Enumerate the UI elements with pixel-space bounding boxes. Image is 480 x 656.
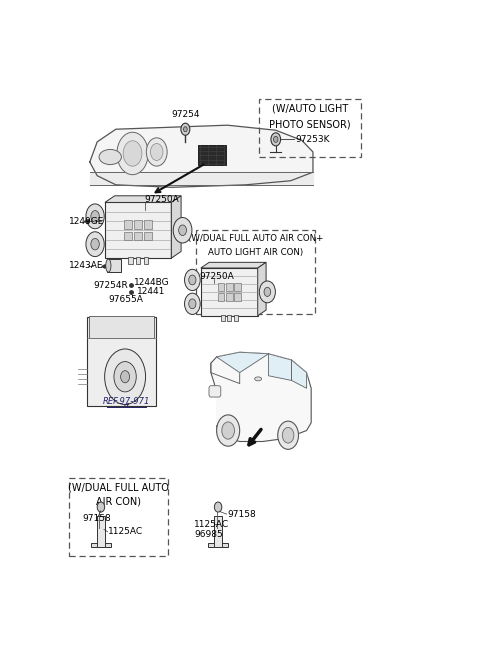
- FancyBboxPatch shape: [209, 386, 221, 397]
- FancyBboxPatch shape: [89, 316, 154, 338]
- FancyBboxPatch shape: [208, 543, 228, 548]
- Circle shape: [222, 422, 235, 439]
- Circle shape: [278, 421, 299, 449]
- Ellipse shape: [255, 377, 262, 381]
- Polygon shape: [291, 360, 307, 388]
- FancyBboxPatch shape: [97, 516, 105, 548]
- Text: 97655A: 97655A: [108, 295, 143, 304]
- Polygon shape: [216, 352, 268, 373]
- FancyBboxPatch shape: [198, 146, 226, 165]
- Text: 97254R: 97254R: [94, 281, 128, 291]
- Circle shape: [105, 349, 145, 405]
- Polygon shape: [90, 125, 313, 188]
- Circle shape: [123, 141, 142, 166]
- FancyBboxPatch shape: [215, 516, 222, 548]
- FancyBboxPatch shape: [124, 220, 132, 229]
- FancyBboxPatch shape: [217, 293, 224, 300]
- FancyBboxPatch shape: [226, 283, 233, 291]
- Circle shape: [282, 428, 294, 443]
- Text: 1243AE: 1243AE: [69, 261, 104, 270]
- FancyBboxPatch shape: [234, 293, 241, 300]
- FancyBboxPatch shape: [201, 268, 258, 316]
- FancyBboxPatch shape: [144, 257, 148, 264]
- Text: 97253K: 97253K: [296, 135, 330, 144]
- Text: 97254: 97254: [171, 110, 200, 119]
- FancyBboxPatch shape: [87, 318, 156, 406]
- Circle shape: [271, 133, 281, 146]
- Circle shape: [264, 287, 271, 297]
- Circle shape: [120, 371, 130, 383]
- FancyBboxPatch shape: [144, 220, 152, 229]
- FancyBboxPatch shape: [136, 257, 141, 264]
- Text: 1125AC: 1125AC: [194, 520, 229, 529]
- FancyBboxPatch shape: [105, 203, 171, 258]
- Text: 97250A: 97250A: [145, 195, 180, 205]
- Text: 1249GE: 1249GE: [69, 216, 105, 226]
- FancyBboxPatch shape: [124, 232, 132, 240]
- Circle shape: [86, 204, 104, 229]
- Text: PHOTO SENSOR): PHOTO SENSOR): [269, 119, 351, 129]
- Circle shape: [117, 133, 148, 174]
- Text: 96985: 96985: [194, 530, 223, 539]
- Circle shape: [259, 281, 276, 303]
- Circle shape: [179, 225, 186, 236]
- Text: (W/DUAL FULL AUTO: (W/DUAL FULL AUTO: [68, 483, 169, 493]
- FancyBboxPatch shape: [217, 283, 224, 291]
- Text: 97158: 97158: [228, 510, 256, 519]
- Circle shape: [150, 144, 163, 161]
- FancyBboxPatch shape: [226, 293, 233, 300]
- Circle shape: [91, 238, 99, 250]
- Circle shape: [215, 502, 222, 512]
- Circle shape: [181, 123, 190, 135]
- Text: 1125AC: 1125AC: [108, 527, 144, 537]
- Polygon shape: [201, 262, 266, 268]
- Circle shape: [97, 502, 105, 512]
- Text: 97250A: 97250A: [200, 272, 234, 281]
- Ellipse shape: [99, 150, 121, 165]
- FancyBboxPatch shape: [91, 543, 111, 548]
- Circle shape: [183, 127, 187, 132]
- Circle shape: [216, 415, 240, 446]
- Polygon shape: [105, 195, 181, 203]
- FancyBboxPatch shape: [128, 257, 132, 264]
- Text: REF.97-971: REF.97-971: [103, 397, 150, 406]
- Text: 12441: 12441: [137, 287, 166, 297]
- Text: AUTO LIGHT AIR CON): AUTO LIGHT AIR CON): [208, 248, 303, 257]
- Text: 97158: 97158: [83, 514, 111, 523]
- Circle shape: [184, 270, 200, 291]
- Ellipse shape: [106, 259, 111, 272]
- Circle shape: [189, 275, 196, 285]
- FancyBboxPatch shape: [227, 315, 231, 321]
- Polygon shape: [171, 195, 181, 258]
- Text: 1244BG: 1244BG: [134, 278, 170, 287]
- FancyBboxPatch shape: [107, 259, 121, 272]
- Polygon shape: [268, 354, 291, 380]
- FancyBboxPatch shape: [220, 315, 225, 321]
- FancyBboxPatch shape: [234, 315, 238, 321]
- FancyBboxPatch shape: [234, 283, 241, 291]
- Circle shape: [91, 211, 99, 222]
- Text: (W/DUAL FULL AUTO AIR CON+: (W/DUAL FULL AUTO AIR CON+: [188, 234, 323, 243]
- Text: AIR CON): AIR CON): [96, 497, 141, 507]
- FancyBboxPatch shape: [134, 232, 142, 240]
- Polygon shape: [211, 352, 311, 441]
- Circle shape: [274, 136, 278, 142]
- Circle shape: [86, 232, 104, 256]
- Polygon shape: [258, 262, 266, 316]
- Circle shape: [173, 218, 192, 243]
- Circle shape: [189, 299, 196, 309]
- Polygon shape: [90, 172, 313, 185]
- Circle shape: [146, 138, 167, 166]
- Text: (W/AUTO LIGHT: (W/AUTO LIGHT: [272, 104, 348, 114]
- FancyBboxPatch shape: [134, 220, 142, 229]
- FancyBboxPatch shape: [144, 232, 152, 240]
- Circle shape: [184, 293, 200, 314]
- Circle shape: [114, 361, 136, 392]
